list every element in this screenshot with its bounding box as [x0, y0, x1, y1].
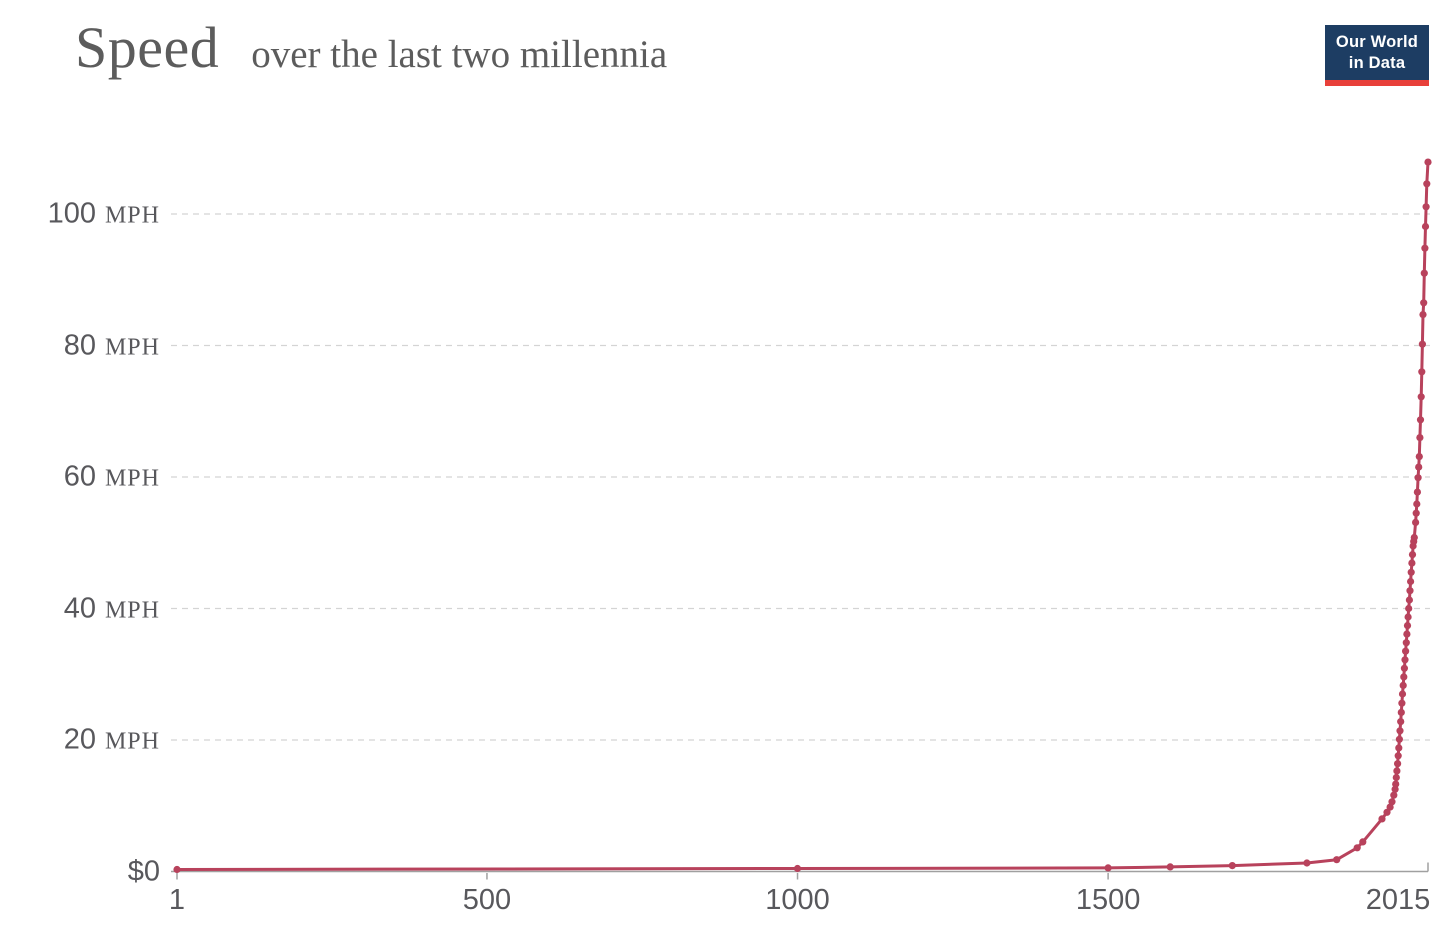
data-point	[1413, 488, 1421, 496]
title-row: Speed over the last two millennia	[75, 14, 667, 81]
data-point	[1104, 864, 1112, 872]
data-point	[1407, 577, 1415, 586]
y-axis-label-0: $0	[0, 855, 160, 888]
y-axis-label-unit: MPH	[104, 202, 160, 229]
data-point	[1415, 453, 1423, 461]
data-point	[1419, 311, 1427, 319]
x-axis-label-1: 1	[168, 884, 186, 916]
data-point	[1424, 158, 1432, 166]
data-point	[1398, 690, 1407, 698]
data-point	[1420, 269, 1428, 277]
data-point	[1404, 613, 1412, 621]
logo-line2: in Data	[1348, 53, 1406, 72]
x-axis-label-1500: 1500	[1075, 884, 1141, 916]
y-axis-label-value: 100	[47, 197, 96, 230]
data-point	[1399, 681, 1407, 690]
data-point	[1391, 785, 1399, 793]
data-point	[1398, 699, 1406, 707]
data-point	[1416, 434, 1424, 442]
data-point	[1383, 808, 1391, 816]
data-point	[1400, 673, 1408, 681]
data-point	[1395, 735, 1403, 743]
data-point	[1405, 596, 1413, 604]
x-axis-label-500: 500	[462, 884, 512, 916]
data-point	[1414, 474, 1422, 482]
data-point	[1408, 559, 1416, 567]
data-point	[1392, 773, 1400, 782]
data-point	[1359, 838, 1367, 846]
page-subtitle: over the last two millennia	[251, 33, 668, 76]
y-axis-label-40: 40 MPH	[0, 592, 160, 625]
data-point	[1403, 622, 1412, 630]
data-point	[1400, 664, 1408, 672]
data-point	[1394, 760, 1402, 768]
data-point	[1333, 856, 1341, 864]
data-point	[1378, 815, 1386, 823]
data-point	[1396, 727, 1404, 735]
speed-line	[175, 160, 1430, 871]
data-point	[1388, 798, 1396, 806]
data-point	[1393, 767, 1401, 775]
data-point	[1392, 780, 1400, 788]
y-axis-label-20: 20 MPH	[0, 724, 160, 757]
y-axis-label-60: 60 MPH	[0, 461, 160, 494]
data-point	[1303, 859, 1311, 867]
y-axis-label-unit: MPH	[104, 465, 160, 492]
owid-logo[interactable]: Our World in Data	[1325, 25, 1429, 86]
x-axis-label-1000: 1000	[765, 884, 830, 916]
data-point	[1416, 416, 1425, 424]
data-point	[1412, 518, 1420, 527]
data-point	[1417, 393, 1425, 401]
data-point	[1415, 463, 1423, 471]
data-point	[1228, 862, 1236, 870]
y-axis-label-unit: MPH	[104, 728, 160, 755]
y-axis-label-80: 80 MPH	[0, 329, 160, 362]
data-point	[1407, 568, 1415, 576]
logo-line1: Our World	[1335, 33, 1419, 52]
data-point	[173, 865, 181, 874]
data-point	[1401, 656, 1409, 664]
data-point	[1166, 863, 1174, 871]
data-point	[1394, 752, 1402, 760]
data-point	[1405, 604, 1413, 613]
y-axis-label-value: 20	[63, 723, 96, 756]
data-point	[793, 864, 802, 873]
data-point	[1410, 533, 1418, 542]
y-axis-label-value: 40	[63, 592, 96, 624]
y-axis-label-value: 80	[63, 329, 96, 361]
data-point	[1397, 718, 1405, 726]
data-point	[1406, 587, 1414, 595]
page-title: Speed	[75, 15, 220, 80]
y-axis-label-value: 60	[63, 460, 96, 493]
y-axis-label-100: 100 MPH	[0, 198, 160, 231]
data-point	[1421, 244, 1429, 252]
y-axis-label-unit: MPH	[104, 597, 160, 623]
data-point	[1390, 791, 1398, 799]
data-point	[1397, 708, 1405, 717]
data-point	[1422, 203, 1430, 211]
y-axis-label-unit: MPH	[104, 334, 160, 360]
data-point	[1408, 551, 1417, 559]
data-point	[1413, 500, 1421, 508]
x-axis-label-2015: 2015	[1365, 884, 1431, 916]
data-point	[1402, 647, 1410, 655]
data-point	[1403, 630, 1411, 638]
data-point	[1418, 340, 1426, 348]
data-point	[1353, 844, 1361, 852]
data-point	[1418, 368, 1426, 376]
data-point	[1423, 180, 1431, 188]
data-point	[1395, 744, 1403, 752]
data-point	[1412, 509, 1420, 517]
data-point	[1420, 299, 1428, 307]
y-axis-label-value: $0	[127, 855, 160, 887]
data-point	[1421, 222, 1430, 231]
data-point	[1402, 639, 1410, 647]
chart-header: Speed over the last two millennia Our Wo…	[0, 0, 1456, 100]
